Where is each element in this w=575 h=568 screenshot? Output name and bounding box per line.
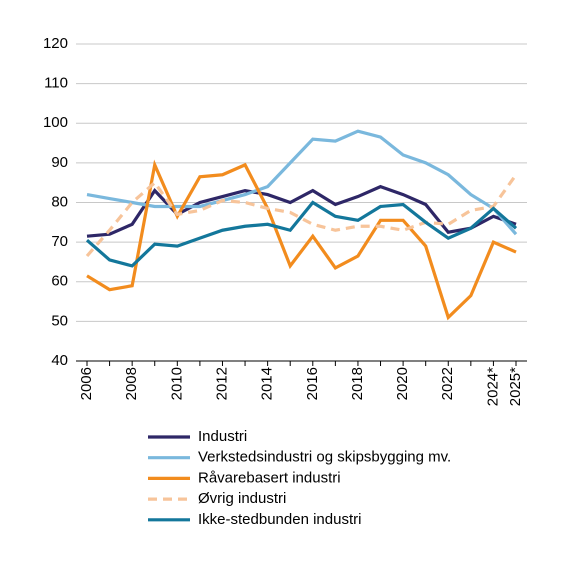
x-tick-label: 2008	[123, 367, 140, 400]
x-tick-label: 2016	[304, 367, 321, 400]
y-tick-label: 90	[51, 154, 68, 171]
x-tick-label: 2025*	[507, 367, 524, 406]
x-tick-label: 2006	[78, 367, 95, 400]
y-tick-label: 100	[43, 114, 68, 131]
x-tick-label: 2018	[349, 367, 366, 400]
y-tick-label: 40	[51, 352, 68, 369]
x-tick-label: 2014	[259, 367, 276, 400]
y-tick-label: 120	[43, 35, 68, 52]
series-line	[86, 129, 518, 236]
x-tick-label: 2010	[168, 367, 185, 400]
legend-label: Industri	[198, 428, 247, 445]
x-tick-label: 2020	[394, 367, 411, 400]
legend-label: Råvarebasert industri	[198, 469, 341, 486]
y-tick-label: 110	[44, 75, 68, 92]
legend-label: Øvrig industri	[198, 490, 286, 507]
y-tick-label: 80	[51, 193, 68, 210]
series-line	[86, 184, 517, 238]
y-tick-label: 50	[51, 312, 68, 329]
y-tick-label: 60	[51, 273, 68, 290]
x-tick-label: 2012	[213, 367, 230, 400]
legend-label: Verkstedsindustri og skipsbygging mv.	[198, 449, 451, 466]
x-tick-label: 2024*	[484, 367, 501, 406]
series-line	[85, 200, 518, 268]
legend-label: Ikke-stedbunden industri	[198, 511, 361, 528]
series-line	[86, 159, 517, 321]
series-line	[85, 173, 518, 258]
y-tick-label: 70	[51, 233, 68, 250]
x-tick-label: 2022	[439, 367, 456, 400]
